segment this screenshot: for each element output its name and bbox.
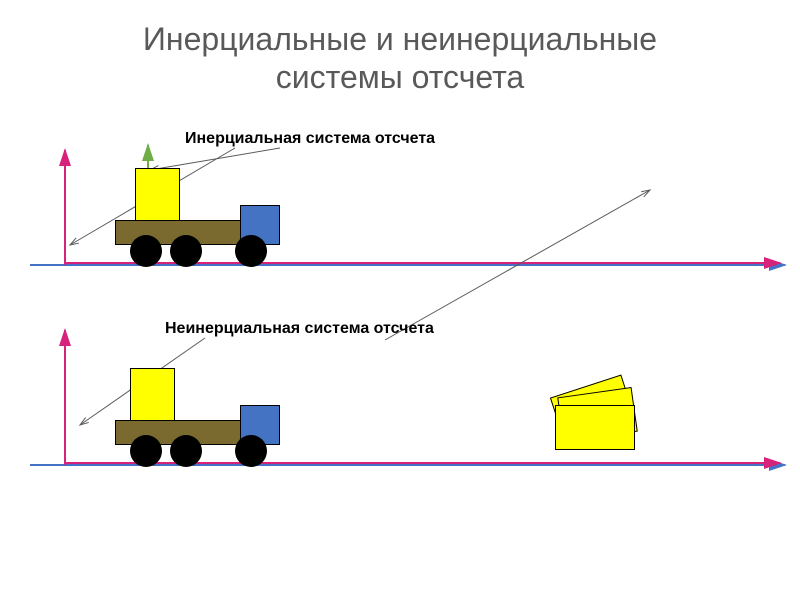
truck1-wheel-2 [170, 235, 202, 267]
s2-arrow2 [385, 190, 650, 340]
falling-box-3 [555, 405, 635, 450]
title-line2: системы отсчета [276, 59, 524, 95]
title-line1: Инерциальные и неинерциальные [143, 21, 657, 57]
label-noninertial: Неинерциальная система отсчета [165, 320, 434, 338]
diagram-area: Инерциальная система отсчета Неинерциаль… [0, 130, 800, 600]
truck1-wheel-3 [235, 235, 267, 267]
truck1-cargo [135, 168, 180, 223]
truck2-wheel-2 [170, 435, 202, 467]
truck1-wheel-1 [130, 235, 162, 267]
truck2-wheel-3 [235, 435, 267, 467]
page-title: Инерциальные и неинерциальные системы от… [0, 0, 800, 97]
truck2-wheel-1 [130, 435, 162, 467]
s1-arrow2 [150, 148, 280, 170]
truck-1 [115, 170, 315, 290]
truck2-cargo [130, 368, 175, 423]
truck-2 [115, 370, 315, 490]
label-inertial: Инерциальная система отсчета [185, 130, 435, 148]
